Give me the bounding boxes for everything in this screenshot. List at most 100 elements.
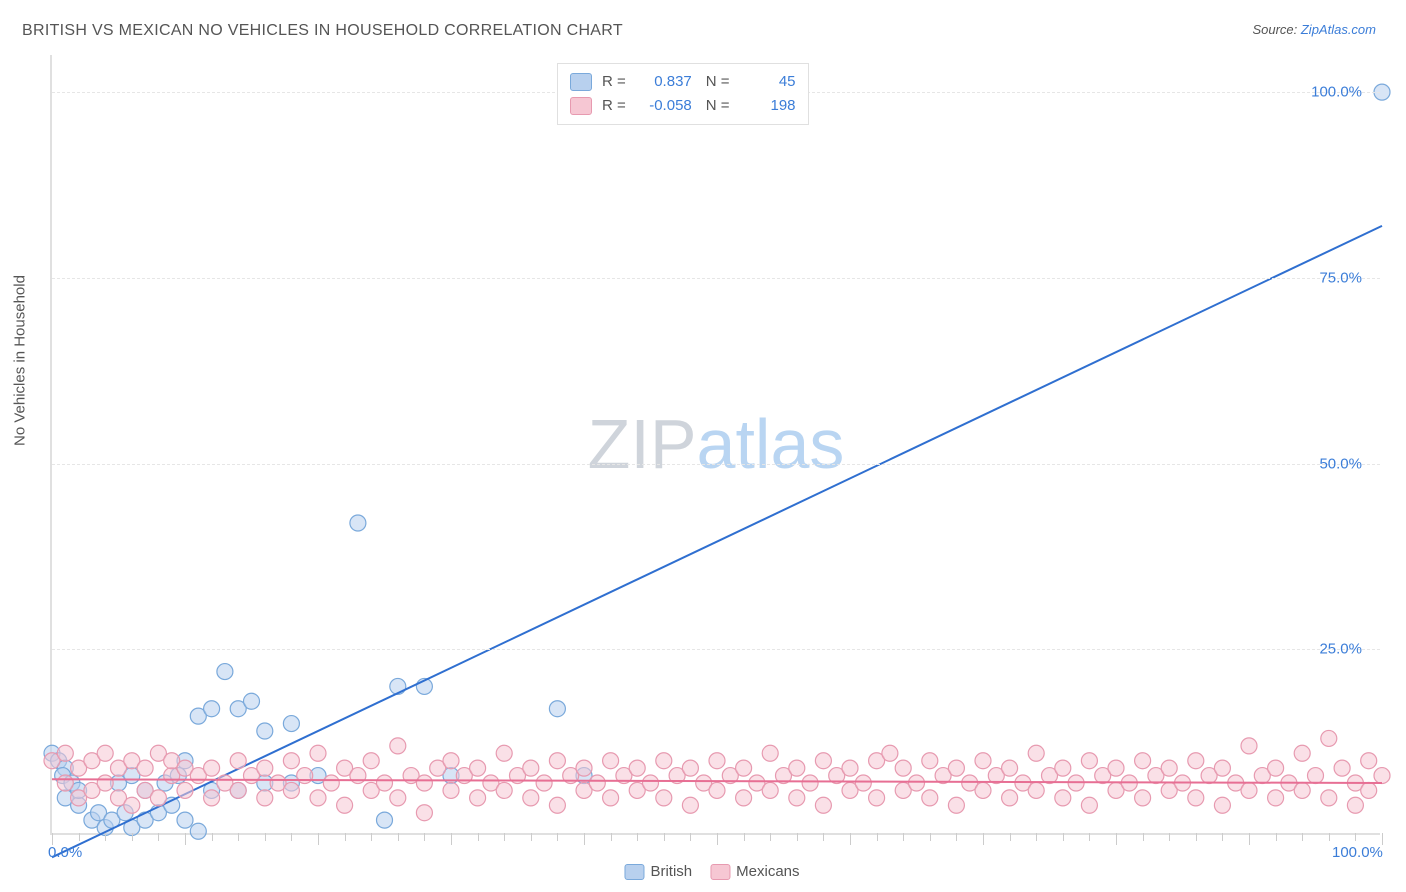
x-tick [1036,833,1037,841]
data-point [1321,730,1337,746]
data-point [283,782,299,798]
data-point [190,823,206,839]
x-tick [1196,833,1197,841]
x-tick [1143,833,1144,841]
legend-swatch [570,97,592,115]
x-tick-label: 0.0% [48,844,82,861]
x-tick [238,833,239,841]
x-tick-label: 100.0% [1332,844,1383,861]
data-point [975,782,991,798]
data-point [536,775,552,791]
x-tick [557,833,558,841]
gridline [52,649,1380,650]
data-point [789,790,805,806]
data-point [1081,753,1097,769]
data-point [283,716,299,732]
x-tick [265,833,266,841]
x-tick [185,833,186,845]
data-point [390,738,406,754]
gridline [52,278,1380,279]
data-point [97,775,113,791]
x-tick [504,833,505,841]
data-point [922,753,938,769]
r-label: R = [602,73,626,90]
legend-label: Mexicans [736,863,799,880]
x-tick [318,833,319,845]
x-tick [637,833,638,841]
data-point [1268,790,1284,806]
data-point [297,768,313,784]
x-tick [744,833,745,841]
data-point [1055,760,1071,776]
x-tick [1116,833,1117,845]
data-point [230,782,246,798]
x-tick [1089,833,1090,841]
data-point [1294,745,1310,761]
data-point [1214,797,1230,813]
gridline [52,464,1380,465]
data-point [523,790,539,806]
x-tick [1382,833,1383,845]
source-label: Source: [1252,22,1300,37]
legend-swatch [624,864,644,880]
data-point [496,782,512,798]
data-point [1294,782,1310,798]
data-point [922,790,938,806]
x-tick [345,833,346,841]
data-point [549,753,565,769]
data-point [589,775,605,791]
x-tick [664,833,665,841]
data-point [762,782,778,798]
x-tick [823,833,824,841]
stats-legend: R =0.837N =45R =-0.058N =198 [557,63,809,125]
x-tick [1169,833,1170,841]
data-point [629,760,645,776]
data-point [1361,782,1377,798]
data-point [1334,760,1350,776]
data-point [1347,797,1363,813]
data-point [603,790,619,806]
data-point [470,790,486,806]
x-tick [1222,833,1223,841]
data-point [377,775,393,791]
data-point [97,745,113,761]
data-point [416,805,432,821]
data-point [1135,790,1151,806]
y-tick-label: 75.0% [1319,269,1362,286]
source-link[interactable]: ZipAtlas.com [1301,22,1376,37]
data-point [815,797,831,813]
x-tick [132,833,133,841]
x-tick [877,833,878,841]
data-point [1002,790,1018,806]
y-tick-label: 25.0% [1319,641,1362,658]
x-tick [930,833,931,841]
x-tick [371,833,372,841]
data-point [682,760,698,776]
y-tick-label: 50.0% [1319,455,1362,472]
data-point [283,753,299,769]
x-tick [770,833,771,841]
legend-swatch [710,864,730,880]
r-value: 0.837 [630,70,692,94]
data-point [1361,753,1377,769]
data-point [390,790,406,806]
legend-swatch [570,73,592,91]
data-point [1028,745,1044,761]
data-point [257,790,273,806]
data-point [443,782,459,798]
data-point [736,790,752,806]
legend-label: British [650,863,692,880]
data-point [57,775,73,791]
data-point [948,760,964,776]
data-point [443,753,459,769]
x-tick [903,833,904,841]
data-point [802,775,818,791]
data-point [1188,790,1204,806]
data-point [1002,760,1018,776]
data-point [204,701,220,717]
x-tick [584,833,585,845]
data-point [1028,782,1044,798]
x-tick [424,833,425,841]
x-tick [531,833,532,841]
x-tick [690,833,691,841]
